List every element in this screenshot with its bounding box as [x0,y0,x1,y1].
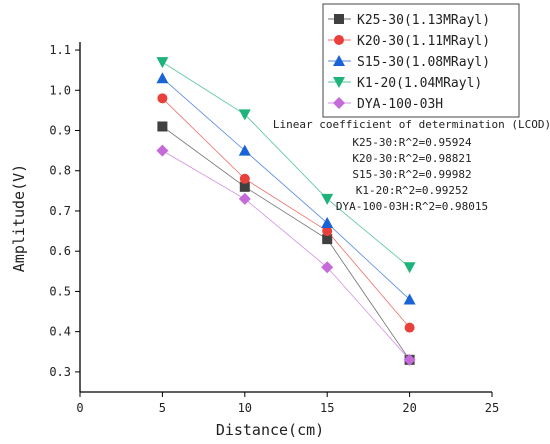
y-axis-title: Amplitude(V) [10,164,28,272]
data-point [321,193,334,205]
y-tick-label: 0.6 [49,244,71,258]
legend-label: K20-30(1.11MRayl) [357,34,490,49]
legend-marker [333,77,345,88]
data-point [403,262,416,274]
series-line [162,98,410,328]
data-point [157,121,168,132]
data-point [404,322,415,333]
y-tick-label: 0.7 [49,204,71,218]
legend-box [322,3,520,118]
axes [79,42,492,393]
legend-label: K25-30(1.13MRayl) [357,13,490,28]
data-point [157,93,168,104]
series-layer [156,57,416,366]
legend-label: K1-20(1.04MRayl) [357,76,482,91]
legend-marker [333,97,345,109]
series-line [162,61,410,268]
series-1 [157,93,415,333]
annotation-title: Linear coefficient of determination (LCO… [273,118,550,131]
data-point [239,181,250,192]
series-line [162,150,410,361]
data-point [156,72,169,84]
data-point [156,57,169,69]
data-point [321,217,334,229]
y-tick-label: 0.8 [49,164,71,178]
y-tick-label: 0.9 [49,124,71,138]
series-4 [156,144,416,366]
legend: K25-30(1.13MRayl) K20-30(1.11MRayl) S15-30… [322,3,520,118]
data-point [238,144,251,156]
y-tick-label: 0.4 [49,325,71,339]
data-point [322,234,333,245]
series-2 [156,72,416,305]
x-axis-title: Distance(cm) [216,421,324,439]
x-tick-label: 20 [402,401,416,415]
data-point [321,261,334,274]
data-point [239,173,250,184]
x-tick-label: 10 [238,401,252,415]
legend-item: K20-30(1.11MRayl) [328,34,490,49]
legend-marker [334,35,344,45]
legend-item: S15-30(1.08MRayl) [328,55,490,70]
data-point [238,192,251,205]
series-line [162,77,410,300]
y-tick-label: 0.5 [49,284,71,298]
y-tick-label: 1.0 [49,83,71,97]
legend-item: K1-20(1.04MRayl) [328,76,482,91]
annotation-lines: K25-30:R^2=0.95924 K20-30:R^2=0.98821 S15-… [336,136,488,213]
data-point [322,226,333,237]
x-tick-label: 15 [320,401,334,415]
y-tick-label: 0.3 [49,365,71,379]
annotation-line: K1-20:R^2=0.99252 [356,184,469,197]
legend-item: DYA-100-03H [328,97,443,112]
x-tick-label: 5 [159,401,166,415]
x-tick-label: 0 [76,401,83,415]
series-3 [156,57,416,274]
series-line [162,126,410,361]
legend-label: DYA-100-03H [357,97,443,112]
legend-label: S15-30(1.08MRayl) [357,55,490,70]
annotation-line: K25-30:R^2=0.95924 [352,136,472,149]
y-axis-ticks: 0.3 0.4 0.5 0.6 0.7 0.8 0.9 1.0 1.1 [49,43,80,379]
y-tick-label: 1.1 [49,43,71,57]
x-axis-ticks: 0 5 10 15 20 25 [76,392,499,415]
data-point [403,353,416,366]
annotation-line: DYA-100-03H:R^2=0.98015 [336,200,488,213]
legend-item: K25-30(1.13MRayl) [328,13,490,28]
legend-marker [333,55,345,66]
data-point [403,293,416,305]
data-point [238,109,251,121]
legend-marker [334,14,344,24]
annotation-line: K20-30:R^2=0.98821 [352,152,471,165]
data-point [156,144,169,157]
lcod-annotation: Linear coefficient of determination (LCO… [273,118,550,213]
x-tick-label: 25 [485,401,499,415]
annotation-line: S15-30:R^2=0.99982 [352,168,471,181]
